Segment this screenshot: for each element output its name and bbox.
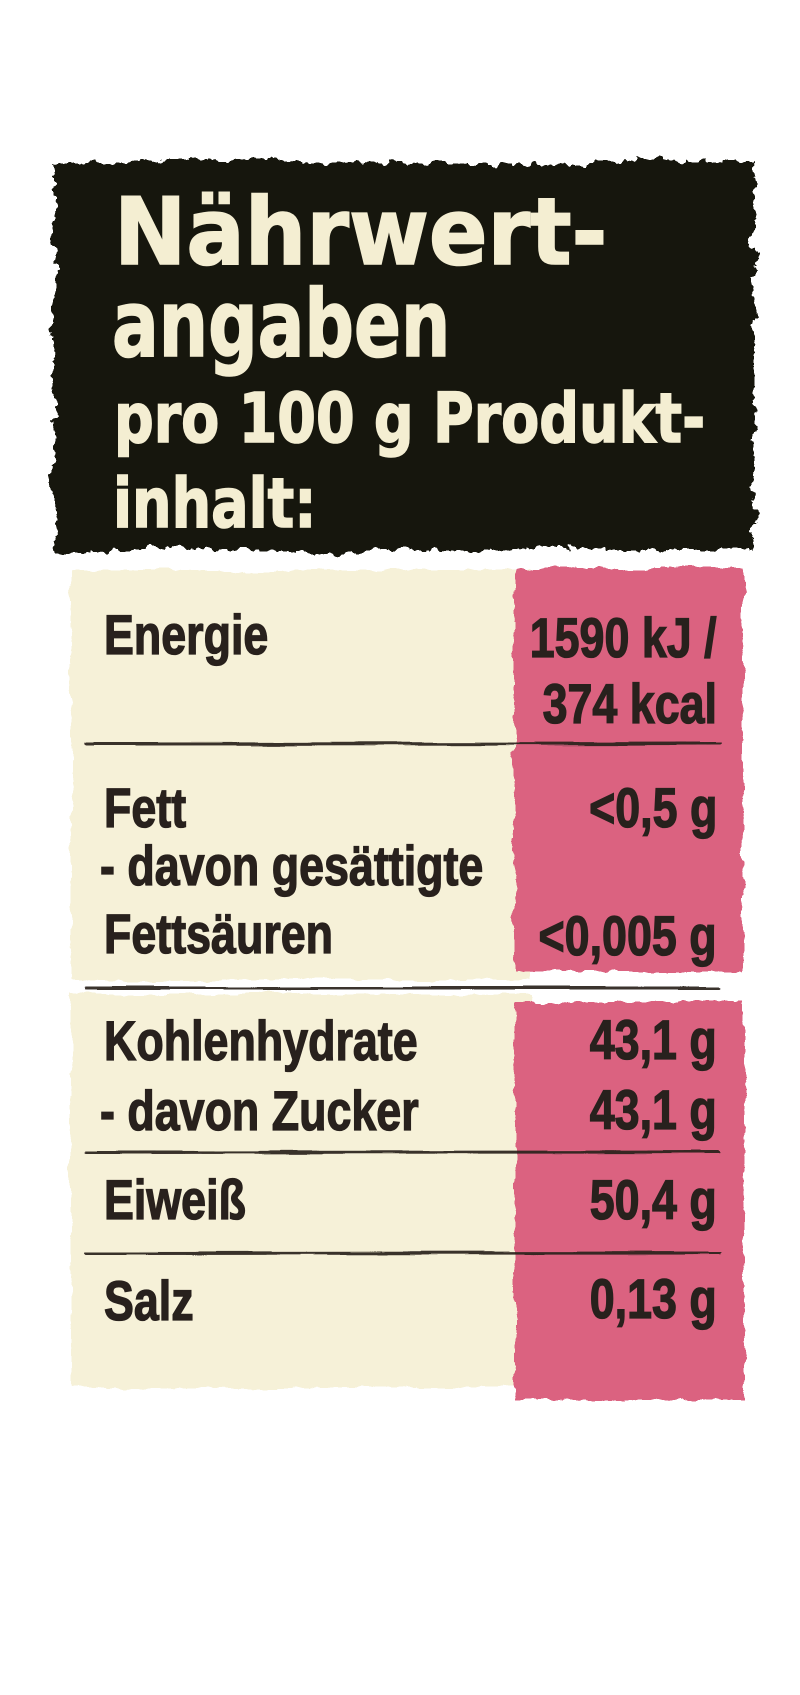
subtitle-line1: pro 100 g Produkt- xyxy=(113,379,706,459)
row-label-zucker: - davon Zucker xyxy=(99,1079,419,1142)
title-line1: Nährwert- xyxy=(113,178,608,286)
value-pink-band-upper xyxy=(514,568,743,972)
row-label-salz: Salz xyxy=(103,1269,194,1332)
row-label-gesaettigte: - davon gesättigte xyxy=(99,834,484,897)
row-label-kohlenhydrate: Kohlenhydrate xyxy=(103,1009,418,1072)
title-line2: angaben xyxy=(111,270,451,378)
header-brush-block xyxy=(54,162,754,550)
separator-line-1 xyxy=(84,741,721,746)
subtitle-line2: inhalt: xyxy=(112,464,317,544)
row-separator-lines xyxy=(84,741,721,1255)
separator-line-3 xyxy=(84,1150,721,1154)
row-value-energie-kj: 1590 kJ / xyxy=(530,606,718,669)
table-cream-panel-upper xyxy=(71,570,530,980)
value-pink-band-lower xyxy=(515,1002,744,1400)
row-value-fettsaeuren: <0,005 g xyxy=(538,904,717,967)
row-value-energie-kcal: 374 kcal xyxy=(542,672,717,735)
row-label-fett: Fett xyxy=(103,776,187,839)
separator-line-4 xyxy=(84,1251,721,1255)
row-value-salz: 0,13 g xyxy=(589,1267,717,1330)
row-value-zucker: 43,1 g xyxy=(589,1078,717,1141)
row-value-eiweiss: 50,4 g xyxy=(589,1168,717,1231)
row-value-fett: <0,5 g xyxy=(588,776,717,839)
table-cream-panel-lower xyxy=(71,994,530,1388)
row-label-fettsaeuren: Fettsäuren xyxy=(103,902,334,965)
row-value-kohlenhydrate: 43,1 g xyxy=(589,1008,717,1071)
row-label-eiweiss: Eiweiß xyxy=(103,1168,246,1231)
row-label-energie: Energie xyxy=(103,603,269,666)
separator-line-2 xyxy=(84,986,721,990)
